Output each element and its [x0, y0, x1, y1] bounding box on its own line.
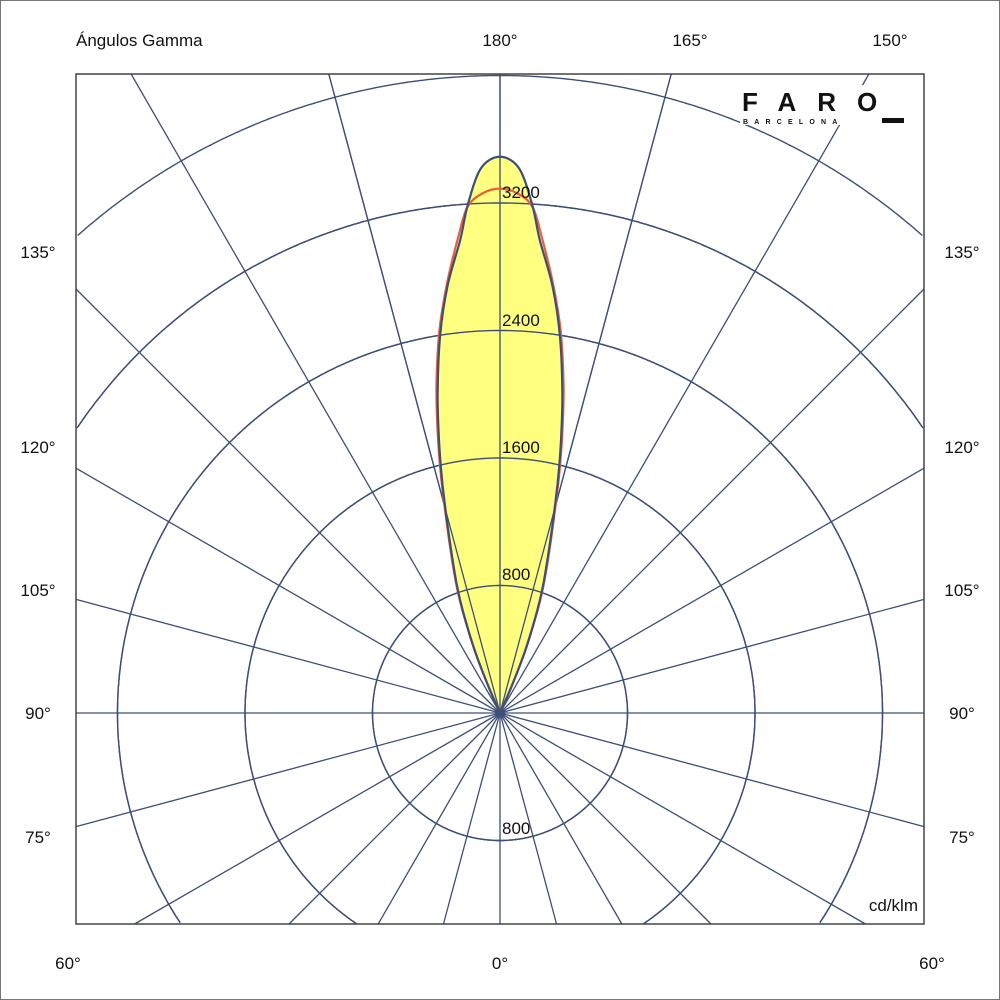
- angle-label-right-120: 120°: [944, 438, 979, 457]
- grid-ray-195: [442, 712, 501, 925]
- grid-ray-105: [499, 712, 925, 828]
- angle-label-left-120: 120°: [20, 438, 55, 457]
- grid-circle-over-1600: [244, 457, 756, 925]
- grid-ray-30: [499, 73, 870, 714]
- grid-ray-225: [288, 712, 501, 925]
- angle-label-right-90: 90°: [949, 704, 975, 723]
- radial-label-3200: 3200: [502, 183, 540, 202]
- angle-label-0: 0°: [492, 954, 508, 973]
- angle-labels: 180° 165° 150° 135° 120° 105° 90° 75° 13…: [20, 31, 979, 973]
- grid-ray-60: [499, 467, 925, 714]
- series-c0-line: [436, 155, 564, 716]
- grid-circle-over-3200: [76, 202, 924, 429]
- grid-ray-300: [75, 467, 501, 714]
- angle-label-bottom-left-60: 60°: [55, 954, 81, 973]
- radial-label-1600: 1600: [502, 438, 540, 457]
- logo-sub: BARCELONA: [743, 119, 844, 126]
- plot-frame: [75, 73, 925, 925]
- grid-over-fill: [76, 73, 924, 925]
- angle-label-165: 165°: [672, 31, 707, 50]
- grid-circle-4000: [77, 74, 923, 237]
- angle-label-left-75: 75°: [25, 828, 51, 847]
- grid-circle-over-2400: [116, 329, 884, 924]
- grid-ray-over-345: [328, 73, 501, 714]
- faro-logo: FARO BARCELONA: [740, 85, 910, 126]
- curves: [76, 73, 924, 925]
- grid-ray-75: [499, 598, 925, 714]
- chart-title: Ángulos Gamma: [76, 31, 203, 50]
- grid-ray-240: [134, 712, 501, 925]
- grid-ray-330: [130, 73, 501, 714]
- logo-bar: [882, 118, 904, 123]
- angle-label-150: 150°: [872, 31, 907, 50]
- grid-ray-120: [499, 712, 866, 925]
- grid-ray-285: [75, 598, 501, 714]
- unit-label: cd/klm: [869, 896, 918, 915]
- angle-label-right-75: 75°: [949, 828, 975, 847]
- radial-tick-labels: 3200 2400 1600 800 800: [502, 183, 540, 838]
- grid-ray-315: [75, 288, 501, 714]
- grid-ray-210: [377, 712, 501, 925]
- angle-label-left-135: 135°: [20, 243, 55, 262]
- logo-name: FARO: [742, 87, 898, 117]
- radial-label-800: 800: [502, 565, 530, 584]
- grid-ray-150: [499, 712, 623, 925]
- angle-label-left-90: 90°: [25, 704, 51, 723]
- grid-circle-over-800: [371, 584, 629, 842]
- grid-ray-255: [75, 712, 501, 828]
- grid-ray-45: [499, 288, 925, 714]
- angle-label-right-135: 135°: [944, 243, 979, 262]
- angle-label-left-105: 105°: [20, 581, 55, 600]
- angle-label-right-105: 105°: [944, 581, 979, 600]
- angle-label-bottom-right-60: 60°: [919, 954, 945, 973]
- radial-label-2400: 2400: [502, 311, 540, 330]
- radial-label-800-lower: 800: [502, 819, 530, 838]
- grid-ray-165: [499, 712, 558, 925]
- angle-label-180: 180°: [482, 31, 517, 50]
- grid-ray-135: [499, 712, 712, 925]
- grid-ray-over-15: [499, 73, 672, 714]
